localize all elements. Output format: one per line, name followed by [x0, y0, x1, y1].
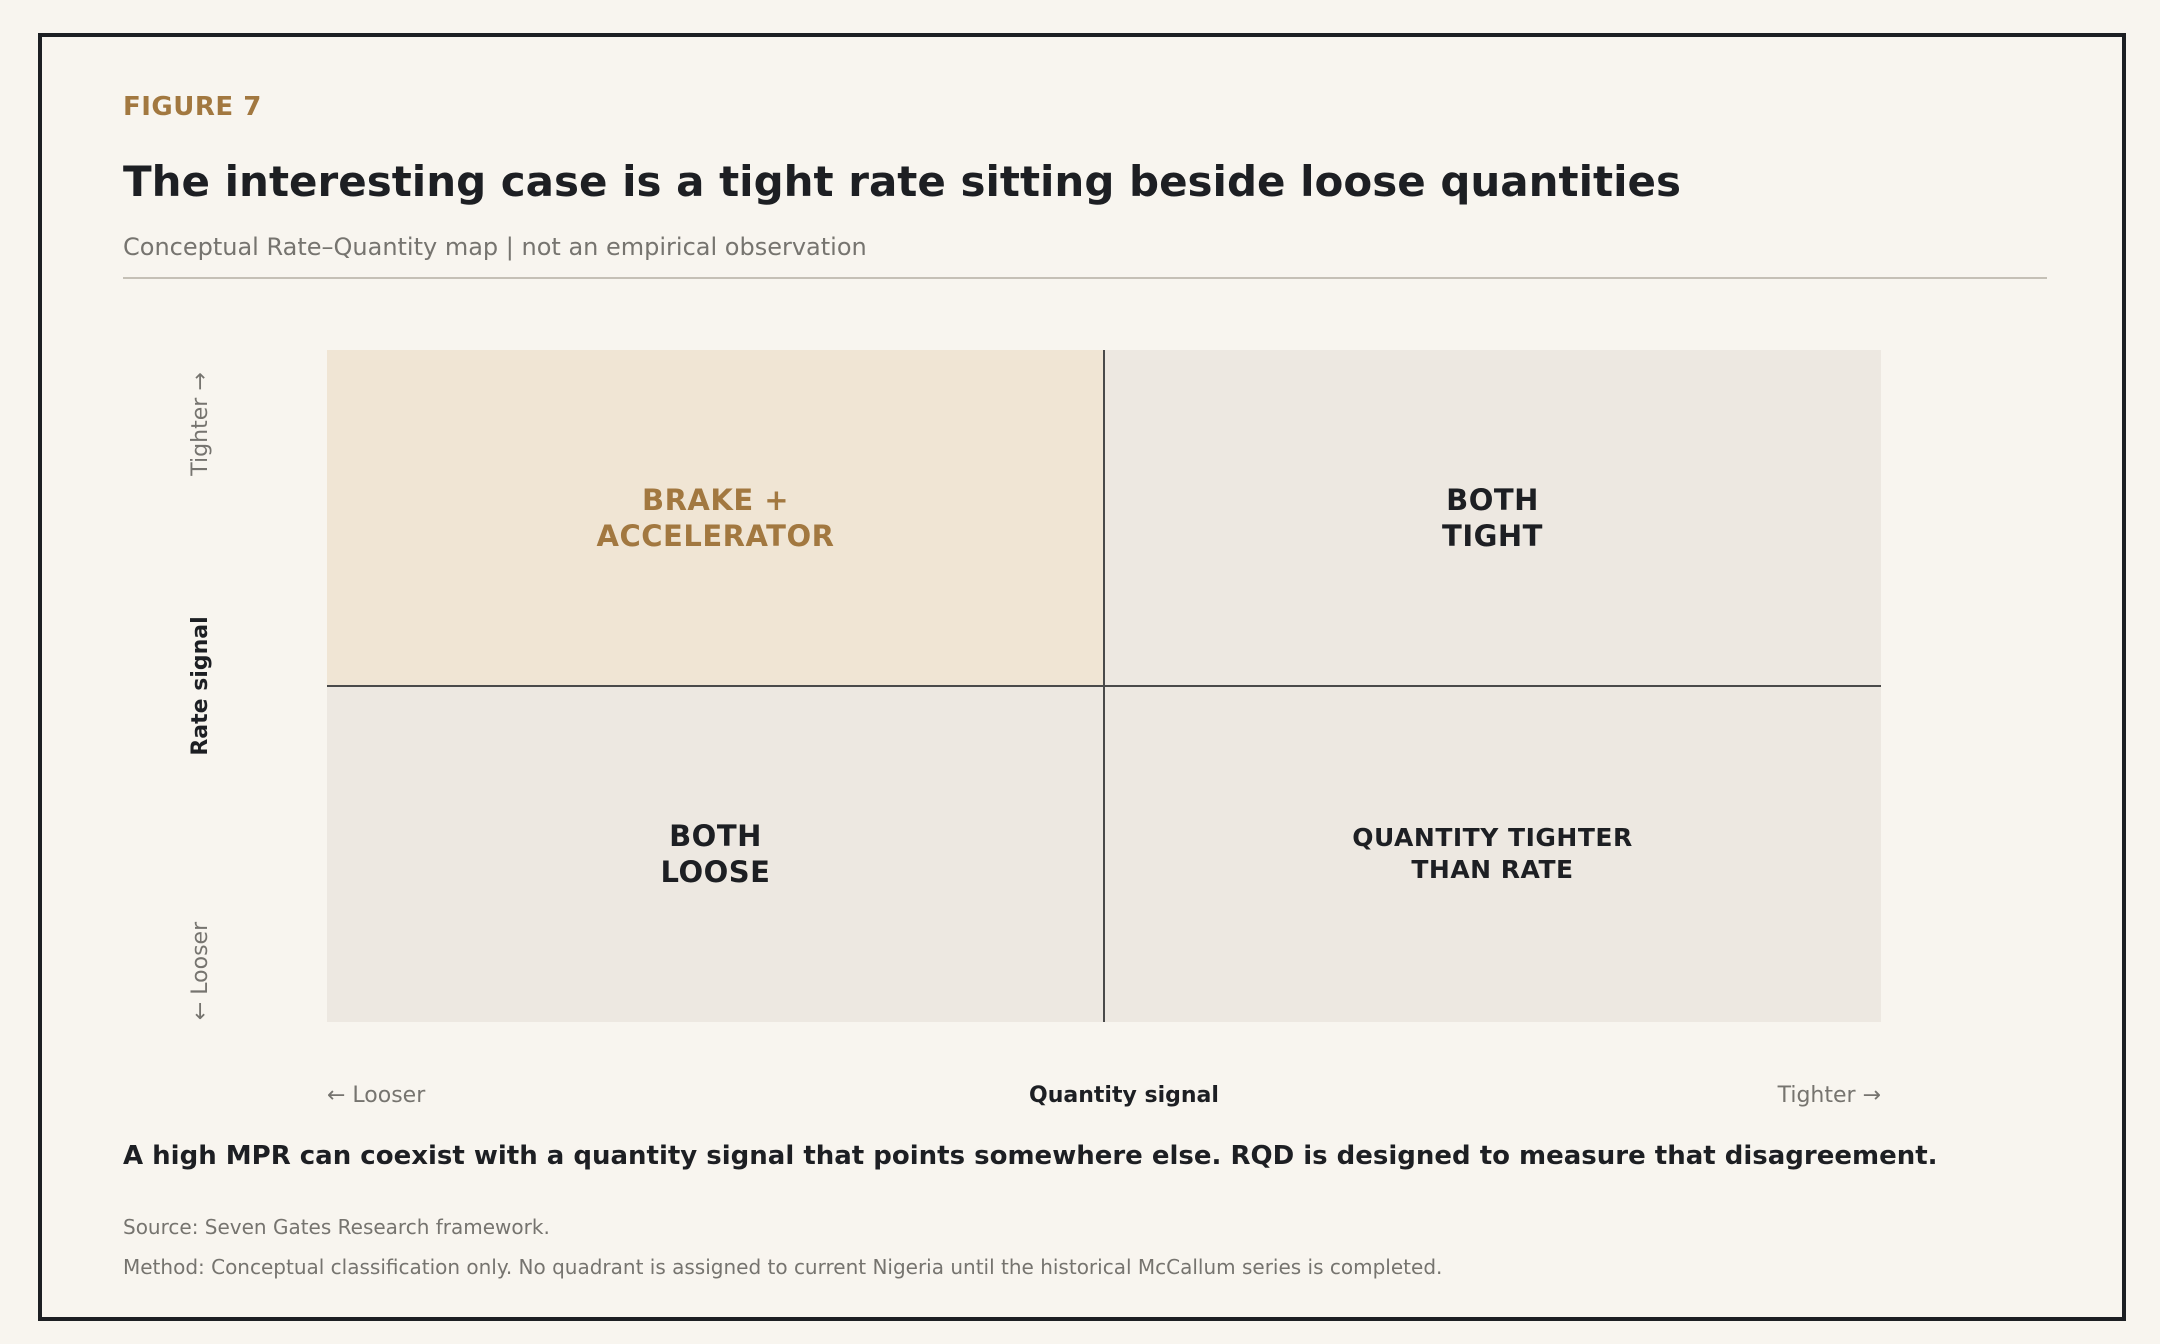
quadrant-label: BOTH LOOSE [660, 819, 771, 889]
figure-title: The interesting case is a tight rate sit… [123, 157, 1681, 206]
x-axis-high-label: Tighter → [1777, 1083, 1881, 1108]
figure-subtitle: Conceptual Rate–Quantity map | not an em… [123, 233, 867, 261]
quadrant-label: QUANTITY TIGHTER THAN RATE [1352, 823, 1633, 884]
x-axis-title: Quantity signal [1029, 1083, 1219, 1108]
y-axis-low-label: ← Looser [188, 921, 213, 1021]
y-axis-title: Rate signal [188, 616, 213, 756]
source-note: Source: Seven Gates Research framework. [123, 1215, 550, 1239]
y-axis-high-label: Tighter → [188, 372, 213, 476]
quadrant-brake-accelerator: BRAKE + ACCELERATOR [327, 350, 1104, 686]
title-divider [123, 277, 2047, 279]
quadrant-grid: BRAKE + ACCELERATOR BOTH TIGHT BOTH LOOS… [327, 350, 1881, 1022]
horizontal-divider [327, 685, 1881, 687]
takeaway-text: A high MPR can coexist with a quantity s… [123, 1141, 1938, 1171]
x-axis-low-label: ← Looser [327, 1083, 426, 1108]
quadrant-both-tight: BOTH TIGHT [1104, 350, 1881, 686]
quadrant-both-loose: BOTH LOOSE [327, 686, 1104, 1022]
quadrant-quantity-tighter: QUANTITY TIGHTER THAN RATE [1104, 686, 1881, 1022]
figure-frame: FIGURE 7 The interesting case is a tight… [38, 33, 2126, 1321]
method-note: Method: Conceptual classification only. … [123, 1255, 1443, 1279]
quadrant-label: BOTH TIGHT [1442, 483, 1543, 553]
quadrant-label: BRAKE + ACCELERATOR [596, 483, 835, 553]
figure-label: FIGURE 7 [123, 92, 262, 122]
